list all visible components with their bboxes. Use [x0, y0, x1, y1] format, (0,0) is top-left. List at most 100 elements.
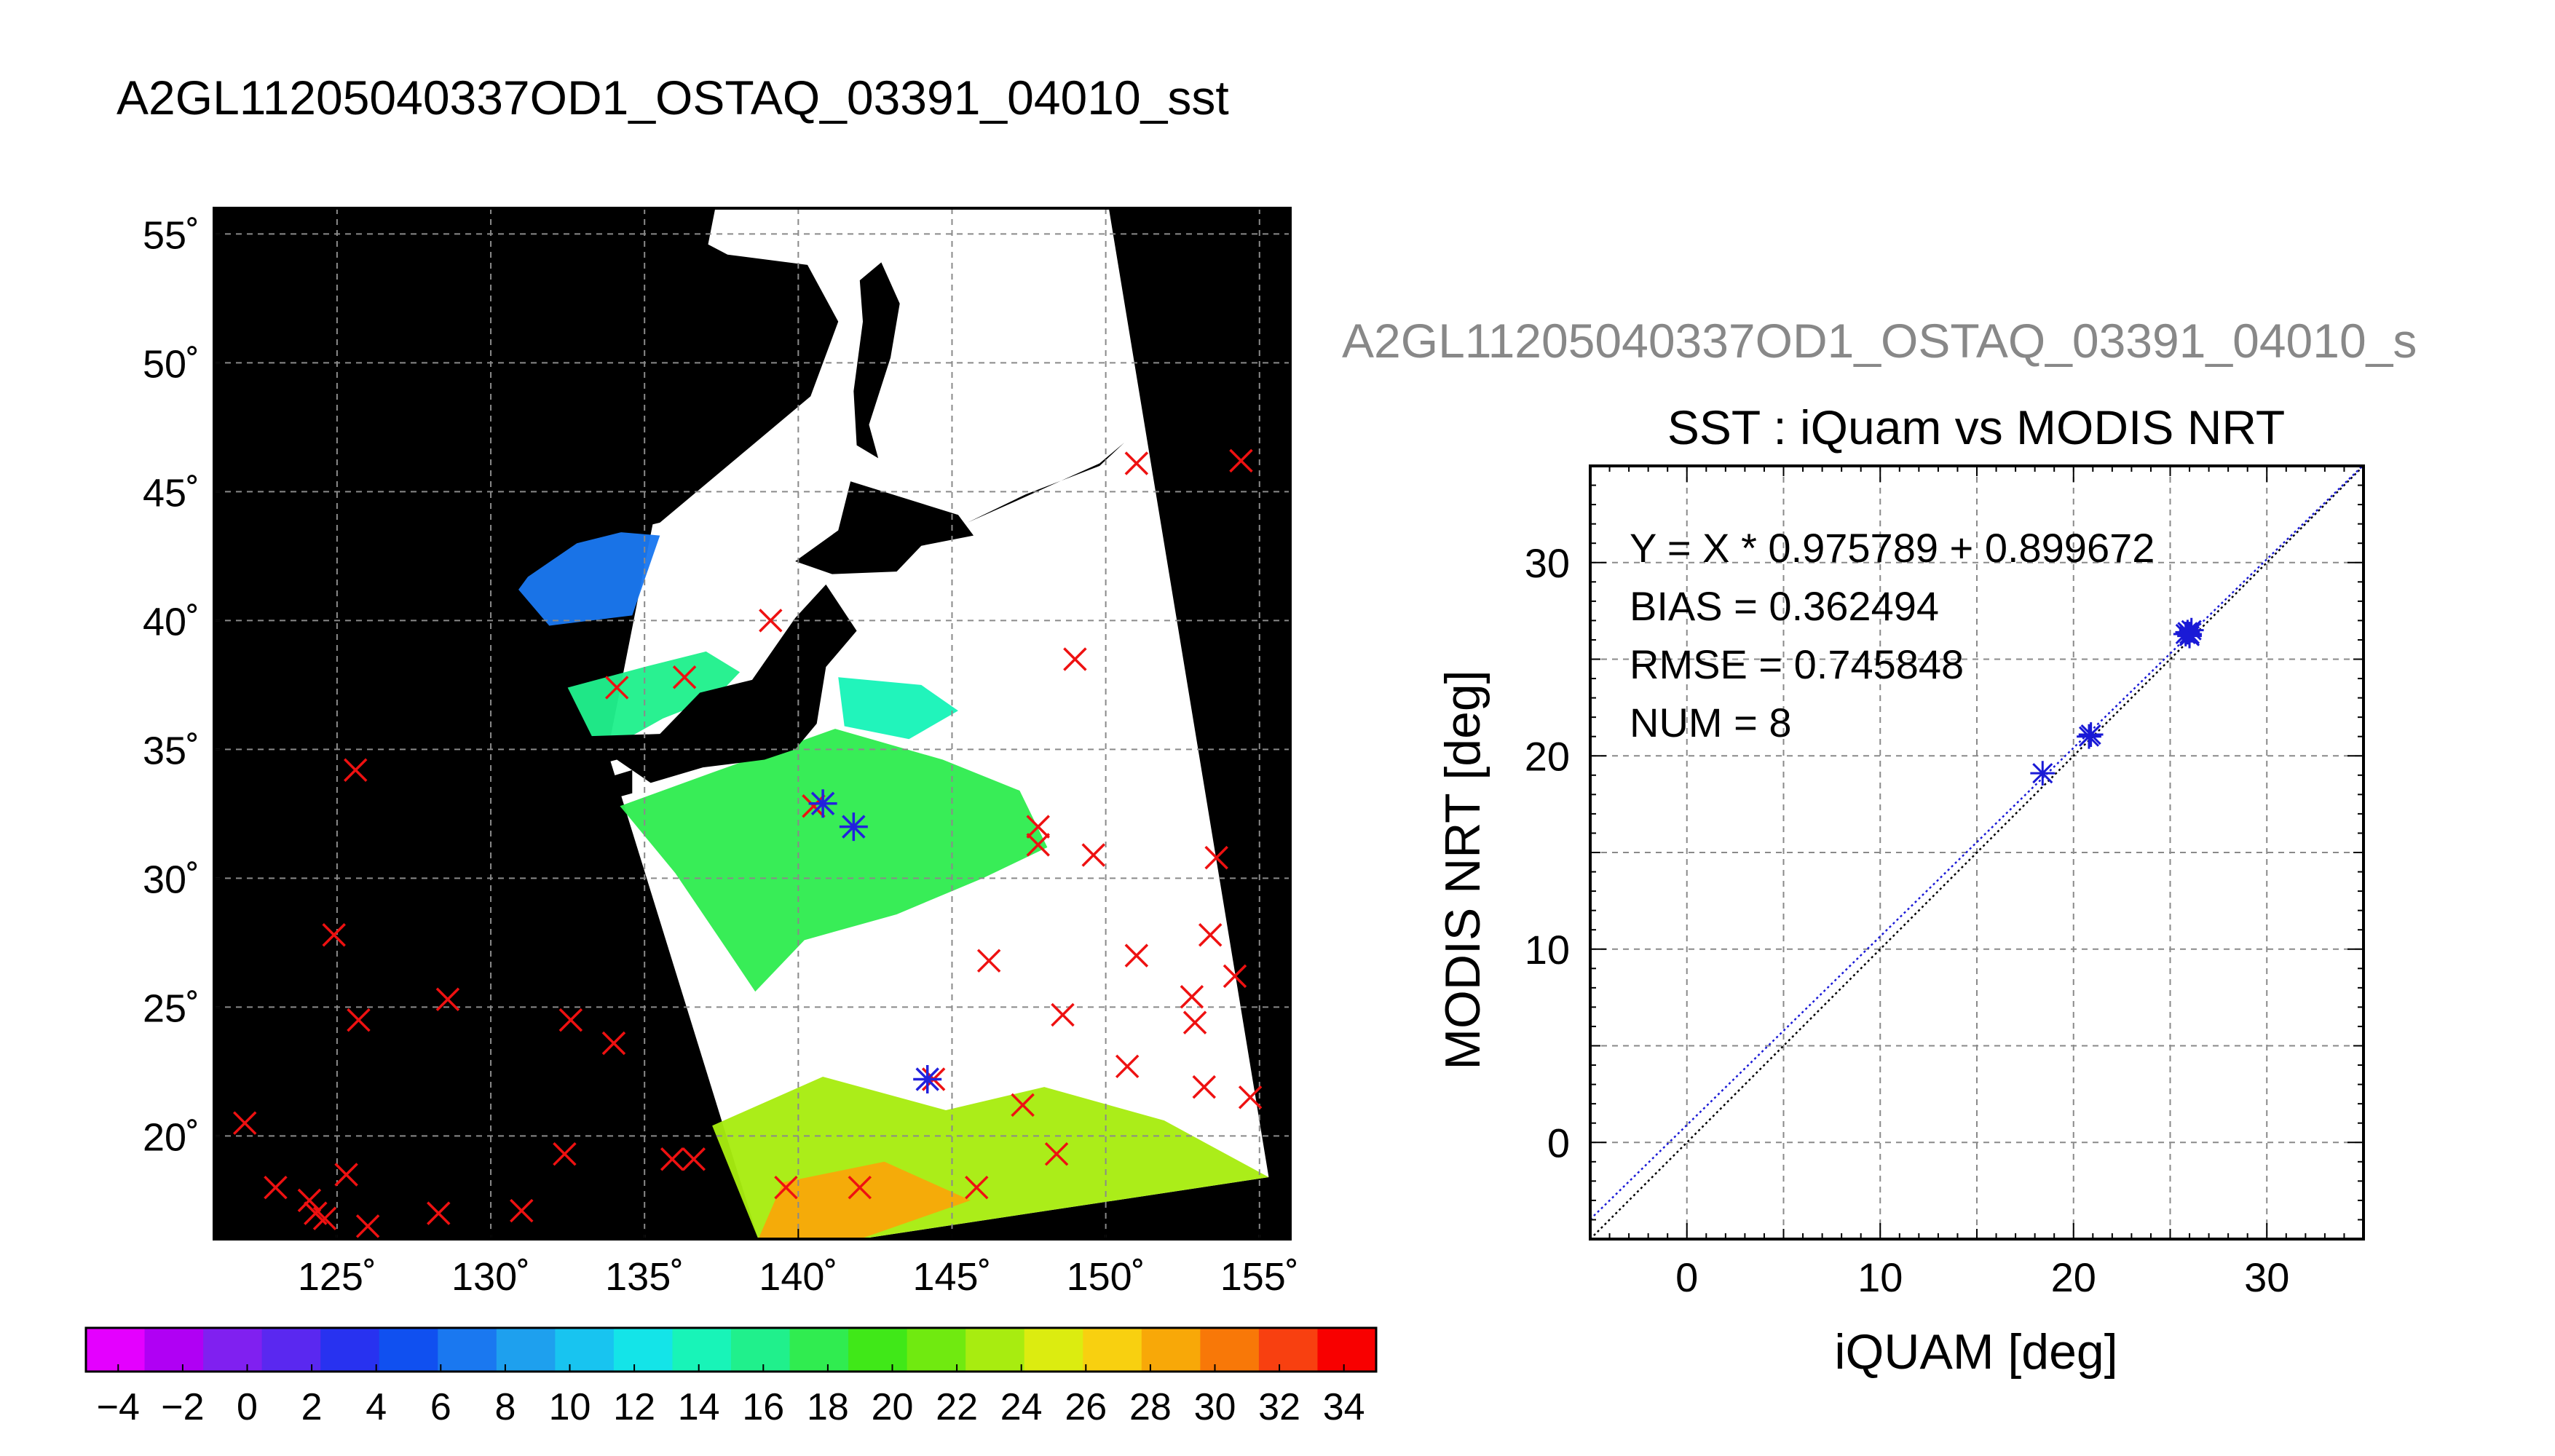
map-lon-label: 130˚	[451, 1255, 530, 1299]
map-match-marker	[232, 1111, 257, 1135]
colorbar-segment	[613, 1328, 674, 1372]
colorbar-label: 26	[1065, 1386, 1107, 1428]
map-match-marker	[1011, 1093, 1035, 1117]
colorbar-segment	[731, 1328, 791, 1372]
map-match-marker	[1044, 1142, 1069, 1166]
colorbar-label: 0	[237, 1386, 258, 1428]
colorbar-segment	[1141, 1328, 1201, 1372]
land-hokkaido	[795, 481, 974, 574]
scatter-ylabel: MODIS NRT [deg]	[1435, 670, 1490, 1069]
colorbar-label: −2	[161, 1386, 204, 1428]
map-match-marker	[1238, 1085, 1263, 1109]
colorbar-segment	[320, 1328, 380, 1372]
map-lat-label: 35˚	[143, 729, 200, 772]
colorbar-label: 28	[1129, 1386, 1172, 1428]
map-match-marker	[1081, 843, 1105, 867]
scatter-point	[2078, 722, 2104, 747]
scatter-fit-line	[1590, 466, 2364, 1220]
colorbar-segment	[438, 1328, 497, 1372]
colorbar-label: 12	[613, 1386, 655, 1428]
map-match-marker	[682, 1147, 706, 1171]
scatter-point	[2179, 617, 2204, 643]
map-match-marker	[601, 1031, 626, 1056]
stat-fit: Y = X * 0.975789 + 0.899672	[1630, 525, 2155, 571]
colorbar-segment	[86, 1328, 146, 1372]
map-lat-label: 20˚	[143, 1115, 200, 1159]
colorbar-label: 4	[366, 1386, 387, 1428]
land-shikoku	[555, 769, 633, 807]
map-match-marker	[1229, 448, 1253, 473]
scatter-x-tick-label: 20	[2051, 1254, 2096, 1300]
scatter-y-tick-label: 0	[1547, 1120, 1570, 1166]
scatter-point	[2177, 623, 2202, 649]
map-collocation-marker	[808, 789, 837, 818]
map-match-marker	[264, 1175, 288, 1200]
map-match-marker	[1063, 647, 1087, 671]
colorbar-segment	[203, 1328, 263, 1372]
map-match-marker	[802, 794, 826, 818]
scatter-y-tick-label: 10	[1525, 927, 1570, 973]
colorbar-label: 30	[1194, 1386, 1236, 1428]
map-match-marker	[297, 1188, 322, 1213]
sst-patch-kuroshio	[620, 729, 1048, 992]
map-match-marker	[558, 1008, 583, 1032]
colorbar-label: −4	[97, 1386, 140, 1428]
map-lat-label: 40˚	[143, 600, 200, 644]
map-lon-label: 150˚	[1067, 1255, 1145, 1299]
sst-patch-tropical	[758, 1161, 971, 1239]
map-match-marker	[355, 1214, 380, 1238]
map-match-marker	[312, 1206, 337, 1230]
colorbar-segment	[789, 1328, 849, 1372]
colorbar-label: 34	[1323, 1386, 1365, 1428]
scatter-x-tick-label: 10	[1857, 1254, 1903, 1300]
map-match-marker	[1124, 451, 1149, 475]
map-match-marker	[553, 1142, 577, 1166]
map-match-marker	[774, 1175, 798, 1200]
map-lon-label: 140˚	[759, 1255, 837, 1299]
sst-patch-east	[838, 677, 958, 740]
map-match-marker	[759, 609, 783, 633]
colorbar-label: 18	[807, 1386, 849, 1428]
map-match-marker	[965, 1175, 989, 1200]
colorbar-segment	[496, 1328, 556, 1372]
map-frame	[213, 207, 1292, 1241]
map-match-marker	[1115, 1054, 1140, 1079]
map-match-marker	[1026, 833, 1050, 857]
main-title: A2GL11205040337OD1_OSTAQ_03391_04010_sst	[117, 71, 1229, 124]
map-lat-label: 50˚	[143, 342, 200, 386]
map-match-marker	[347, 1008, 371, 1032]
map-match-marker	[1198, 923, 1223, 947]
stat-rmse: RMSE = 0.745848	[1630, 641, 1964, 687]
map-match-marker	[435, 987, 460, 1012]
scatter-point	[2030, 761, 2056, 786]
colorbar-segment	[1258, 1328, 1319, 1372]
land-asia-mainland	[459, 208, 839, 752]
map-match-marker	[660, 1147, 684, 1171]
right-title: A2GL11205040337OD1_OSTAQ_03391_04010_s	[1342, 314, 2417, 368]
colorbar-label: 8	[494, 1386, 516, 1428]
colorbar-label: 10	[549, 1386, 591, 1428]
colorbar-segment	[672, 1328, 732, 1372]
scatter-title: SST : iQuam vs MODIS NRT	[1667, 400, 2285, 454]
scatter-x-tick-label: 0	[1675, 1254, 1698, 1300]
map-match-marker	[604, 676, 629, 700]
scatter-x-tick-label: 30	[2244, 1254, 2289, 1300]
map-match-marker	[1180, 985, 1204, 1009]
map-match-marker	[427, 1201, 451, 1225]
swath-clear	[607, 208, 1269, 1239]
map-match-marker	[344, 758, 368, 782]
map-match-marker	[1124, 943, 1149, 968]
map-match-marker	[334, 1163, 358, 1187]
land-kyushu	[481, 780, 550, 847]
colorbar-label: 6	[430, 1386, 451, 1428]
scatter-y-tick-label: 20	[1525, 733, 1570, 779]
map-match-marker	[976, 949, 1001, 973]
scatter-reference-line	[1590, 466, 2364, 1239]
map-match-marker	[322, 923, 346, 947]
colorbar-label: 16	[742, 1386, 784, 1428]
map-collocation-marker	[913, 1065, 942, 1094]
map-lon-label: 145˚	[912, 1255, 991, 1299]
